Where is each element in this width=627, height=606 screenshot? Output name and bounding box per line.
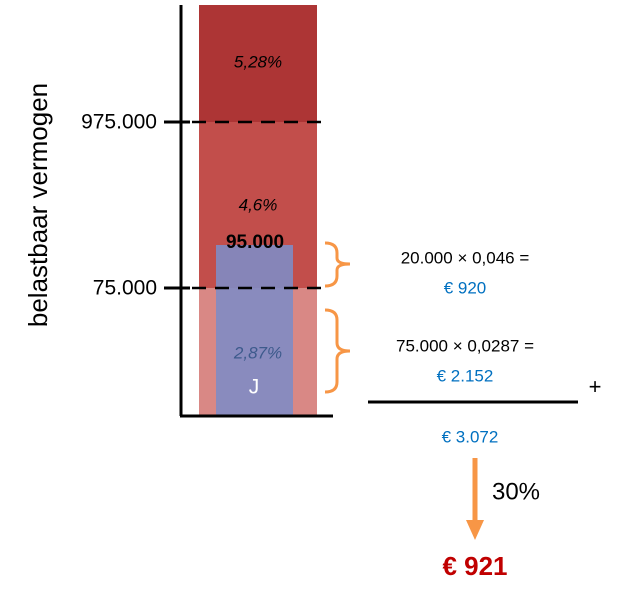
axis-label: 975.000 <box>81 111 157 134</box>
outcome: € 921 <box>442 551 507 581</box>
rate: 2,87% <box>233 343 282 362</box>
result: € 920 <box>444 278 487 297</box>
bracket-top <box>199 5 317 122</box>
formula: 20.000 × 0,046 = <box>401 248 530 267</box>
factor: 30% <box>492 478 540 505</box>
axis-title: belastbaar vermogen <box>23 83 53 327</box>
axis-label: 75.000 <box>93 277 157 300</box>
total: € 3.072 <box>442 427 499 446</box>
holding-amount: 95.000 <box>226 232 284 253</box>
result: € 2.152 <box>437 366 494 385</box>
arrow-head <box>466 520 484 540</box>
holding-bar <box>216 245 293 415</box>
brace <box>324 308 351 394</box>
holding-label: J <box>249 376 260 399</box>
rate: 5,28% <box>234 52 282 71</box>
operator: + <box>589 374 602 399</box>
brace <box>324 241 351 288</box>
rate: 4,6% <box>239 195 278 214</box>
formula: 75.000 × 0,0287 = <box>396 336 534 355</box>
